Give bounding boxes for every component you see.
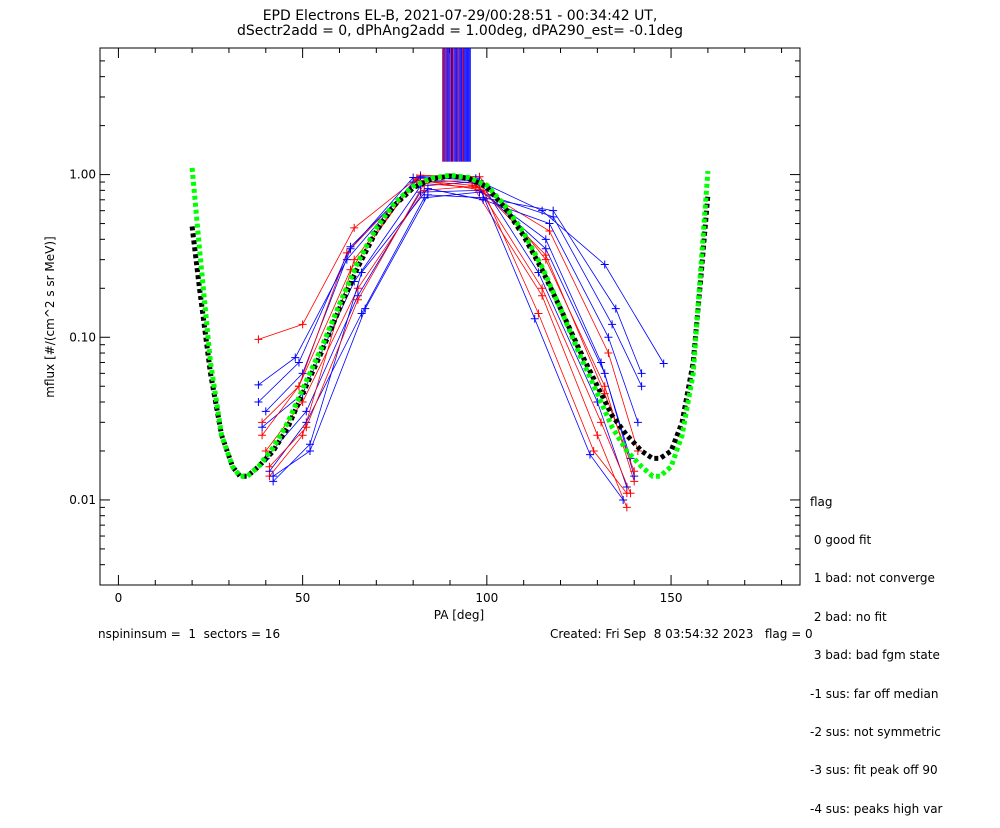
data-series-group bbox=[254, 171, 668, 512]
series-point bbox=[597, 418, 606, 427]
series-point bbox=[350, 223, 359, 232]
legend-item: -2 sus: not symmetric bbox=[810, 724, 941, 739]
series-line bbox=[265, 177, 665, 412]
footer-spin-info: nspininsum = 1 sectors = 16 bbox=[98, 627, 281, 641]
series-point bbox=[534, 309, 543, 318]
series-point bbox=[622, 489, 631, 498]
x-axis-label: PA [deg] bbox=[434, 608, 484, 622]
series-point bbox=[291, 353, 300, 362]
y-tick-label: 0.01 bbox=[69, 493, 96, 507]
fit-curve bbox=[189, 167, 711, 479]
series-point bbox=[597, 358, 606, 367]
series-point bbox=[637, 382, 646, 391]
chart-title-line-1: EPD Electrons EL-B, 2021-07-29/00:28:51 … bbox=[262, 8, 658, 24]
series-point bbox=[302, 423, 311, 432]
series-line bbox=[261, 177, 631, 494]
series-point bbox=[530, 314, 539, 323]
series-line bbox=[258, 174, 635, 482]
series-line bbox=[272, 194, 642, 477]
x-tick-label: 150 bbox=[660, 591, 683, 605]
legend-item: 3 bad: bad fgm state bbox=[810, 648, 940, 663]
series-point bbox=[258, 423, 267, 432]
legend-item: -1 sus: far off median bbox=[810, 686, 939, 701]
series-point bbox=[423, 190, 432, 199]
y-tick-label: 0.10 bbox=[69, 330, 96, 344]
series-line bbox=[269, 180, 628, 508]
x-tick-label: 0 bbox=[115, 591, 123, 605]
series-point bbox=[306, 446, 314, 455]
plot-axes: 0 50 100 150 0.01 0.10 1.00 bbox=[69, 47, 801, 605]
series-point bbox=[357, 309, 366, 318]
series-point bbox=[538, 206, 547, 215]
series-line bbox=[265, 185, 639, 452]
series-point bbox=[538, 284, 547, 293]
series-point bbox=[468, 181, 477, 190]
series-point bbox=[350, 255, 359, 264]
series-point bbox=[622, 503, 631, 512]
series-point bbox=[545, 219, 554, 228]
series-point bbox=[353, 295, 362, 304]
series-line bbox=[272, 188, 639, 482]
series-point bbox=[541, 251, 550, 260]
series-point bbox=[475, 183, 484, 192]
series-point bbox=[545, 227, 554, 236]
series-point bbox=[630, 467, 639, 476]
series-point bbox=[254, 335, 263, 344]
series-point bbox=[611, 304, 620, 313]
vertical-marker-lines bbox=[442, 48, 471, 162]
series-point bbox=[346, 242, 355, 251]
series-point bbox=[538, 291, 547, 300]
x-tick-label: 50 bbox=[295, 591, 310, 605]
series-point bbox=[589, 446, 598, 455]
series-point bbox=[608, 320, 617, 329]
series-point bbox=[600, 260, 609, 269]
legend-item: 1 bad: not converge bbox=[810, 571, 935, 586]
series-point bbox=[604, 349, 613, 358]
y-axis-label: mflux [#/(cm^2 s sr MeV)] bbox=[43, 236, 57, 397]
chart-plot: 0 50 100 150 0.01 0.10 1.00 PA [deg] mflux [#/… bbox=[43, 47, 801, 622]
x-tick-label: 100 bbox=[475, 591, 498, 605]
series-point bbox=[479, 193, 488, 202]
series-line bbox=[261, 179, 628, 494]
series-point bbox=[541, 235, 550, 244]
series-point bbox=[258, 431, 267, 440]
series-point bbox=[294, 358, 303, 367]
y-tick-label: 1.00 bbox=[69, 168, 96, 182]
series-line bbox=[269, 183, 635, 472]
legend-item: 0 good fit bbox=[810, 532, 872, 547]
legend-item: 2 bad: no fit bbox=[810, 609, 887, 624]
flag-legend: flag 0 good fit 1 bad: not converge 2 ba… bbox=[810, 470, 942, 828]
series-point bbox=[604, 333, 613, 342]
series-point bbox=[261, 407, 270, 416]
legend-item: -3 sus: fit peak off 90 bbox=[810, 763, 938, 778]
legend-item: -4 sus: peaks high var bbox=[810, 801, 943, 816]
series-point bbox=[254, 380, 263, 389]
series-point bbox=[269, 472, 278, 481]
series-point bbox=[361, 304, 370, 313]
fit-curve bbox=[189, 173, 711, 479]
series-point bbox=[619, 495, 628, 504]
series-point bbox=[302, 407, 311, 416]
footer-created-info: Created: Fri Sep 8 03:54:32 2023 flag = … bbox=[550, 627, 813, 641]
fit-curves-group bbox=[189, 167, 711, 479]
chart-title-line-2: dSectr2add = 0, dPhAng2add = 1.00deg, dP… bbox=[237, 23, 683, 39]
series-point bbox=[637, 369, 646, 378]
legend-title: flag bbox=[810, 494, 833, 509]
series-point bbox=[593, 431, 602, 440]
series-point bbox=[600, 382, 609, 391]
series-point bbox=[298, 431, 307, 440]
series-point bbox=[659, 359, 668, 368]
series-point bbox=[549, 206, 558, 215]
series-point bbox=[586, 450, 594, 459]
series-point bbox=[254, 397, 263, 406]
series-point bbox=[265, 462, 274, 471]
series-point bbox=[416, 172, 425, 181]
series-line bbox=[269, 191, 642, 472]
series-point bbox=[633, 418, 642, 427]
series-point bbox=[357, 268, 366, 277]
series-point bbox=[298, 320, 307, 329]
